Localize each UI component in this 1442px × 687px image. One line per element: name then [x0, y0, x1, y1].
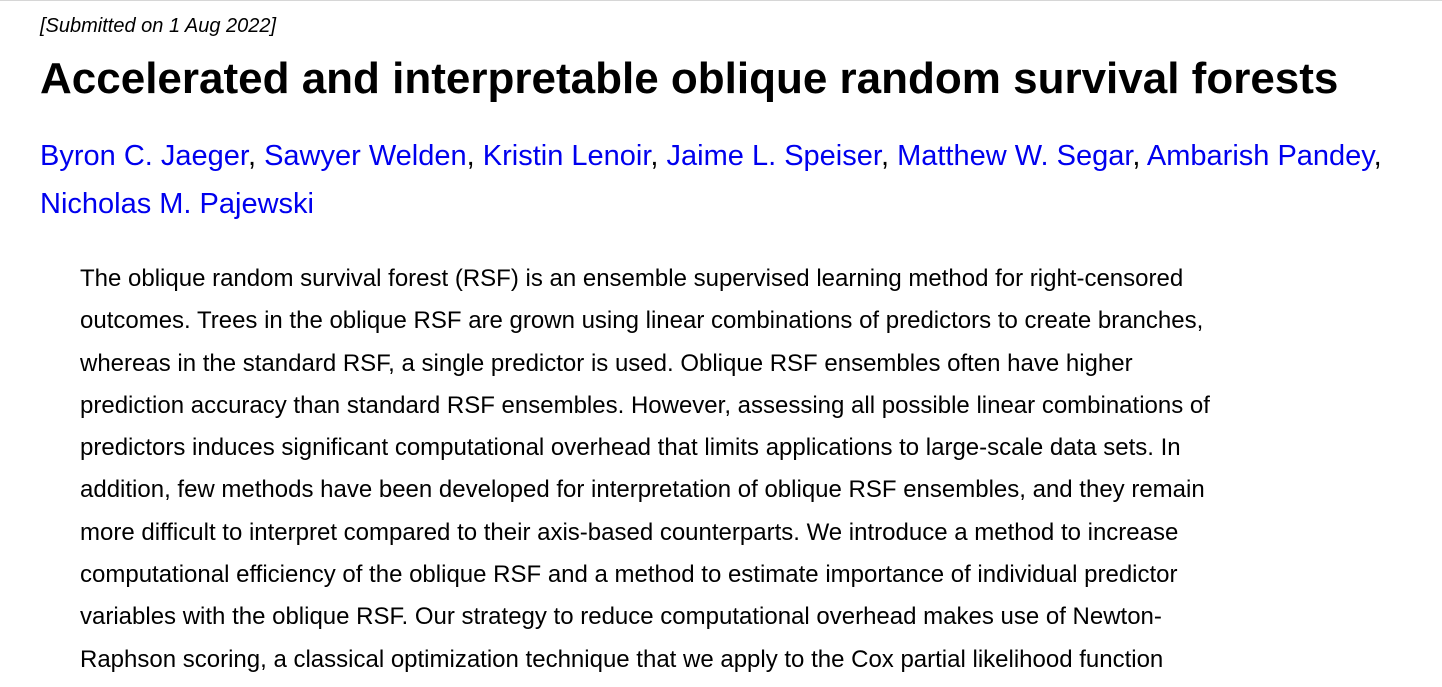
abstract-line: prediction accuracy than standard RSF en… [80, 391, 1210, 419]
author-link[interactable]: Ambarish Pandey [1146, 140, 1374, 172]
author-separator: , [1132, 140, 1147, 172]
abstract-line: whereas in the standard RSF, a single pr… [80, 349, 1133, 377]
abstract-line: Raphson scoring, a classical optimizatio… [80, 645, 1164, 673]
abstract-line: more difficult to interpret compared to … [80, 518, 1179, 546]
abstract-line: variables with the oblique RSF. Our stra… [80, 603, 1162, 631]
author-list: Byron C. Jaeger, Sawyer Welden, Kristin … [40, 132, 1420, 228]
abstract-line: addition, few methods have been develope… [80, 476, 1205, 504]
author-separator: , [247, 140, 265, 172]
paper-title: Accelerated and interpretable oblique ra… [40, 54, 1339, 103]
author-separator: , [466, 140, 483, 172]
author-separator: , [1373, 140, 1382, 172]
abstract-line: computational efficiency of the oblique … [80, 561, 1178, 589]
abstract: The oblique random survival forest (RSF)… [80, 258, 1380, 681]
author-separator: , [650, 140, 667, 172]
submission-date: [Submitted on 1 Aug 2022] [40, 15, 277, 37]
abstract-line: predictors induces significant computati… [80, 434, 1181, 462]
author-separator: , [880, 140, 898, 172]
author-link[interactable]: Sawyer Welden [264, 140, 467, 172]
author-link[interactable]: Nicholas M. Pajewski [40, 188, 314, 220]
author-link[interactable]: Kristin Lenoir [482, 140, 651, 172]
author-link[interactable]: Jaime L. Speiser [666, 140, 881, 172]
abstract-line: outcomes. Trees in the oblique RSF are g… [80, 307, 1204, 335]
author-link[interactable]: Byron C. Jaeger [40, 140, 248, 172]
abstract-line: The oblique random survival forest (RSF)… [80, 265, 1184, 292]
author-link[interactable]: Matthew W. Segar [897, 140, 1133, 172]
top-divider [0, 0, 1442, 1]
